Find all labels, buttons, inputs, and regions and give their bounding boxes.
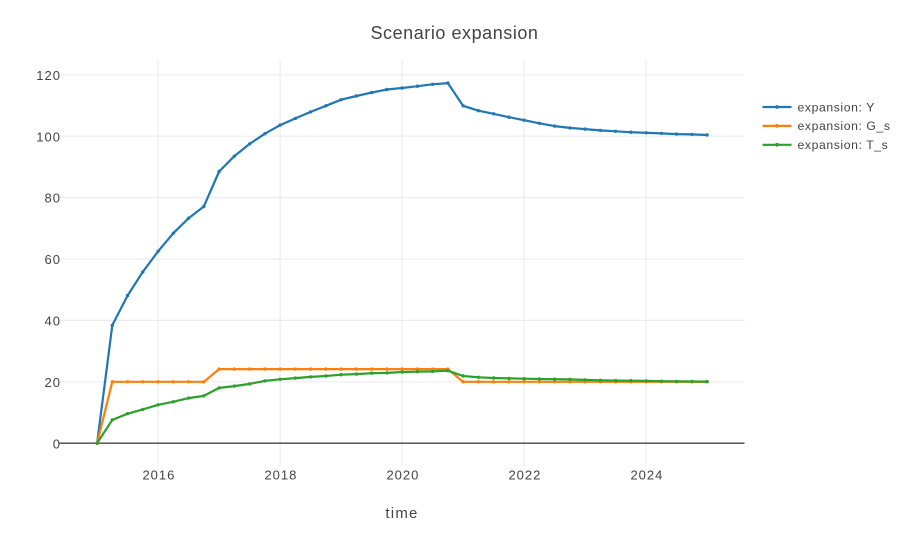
svg-text:expansion: G_s: expansion: G_s [798, 119, 891, 133]
svg-text:2024: 2024 [630, 467, 663, 482]
svg-text:100: 100 [36, 129, 61, 144]
svg-text:Scenario expansion: Scenario expansion [370, 23, 538, 43]
svg-text:expansion: Y: expansion: Y [798, 100, 875, 114]
svg-text:0: 0 [53, 436, 61, 451]
svg-text:60: 60 [45, 252, 61, 267]
svg-text:120: 120 [36, 68, 61, 83]
svg-text:expansion: T_s: expansion: T_s [798, 138, 889, 152]
svg-text:20: 20 [45, 375, 61, 390]
svg-text:2022: 2022 [508, 467, 541, 482]
svg-text:2016: 2016 [142, 467, 175, 482]
svg-text:2018: 2018 [264, 467, 297, 482]
svg-text:2020: 2020 [386, 467, 419, 482]
svg-text:40: 40 [45, 314, 61, 329]
svg-text:80: 80 [45, 191, 61, 206]
svg-text:time: time [385, 505, 418, 522]
